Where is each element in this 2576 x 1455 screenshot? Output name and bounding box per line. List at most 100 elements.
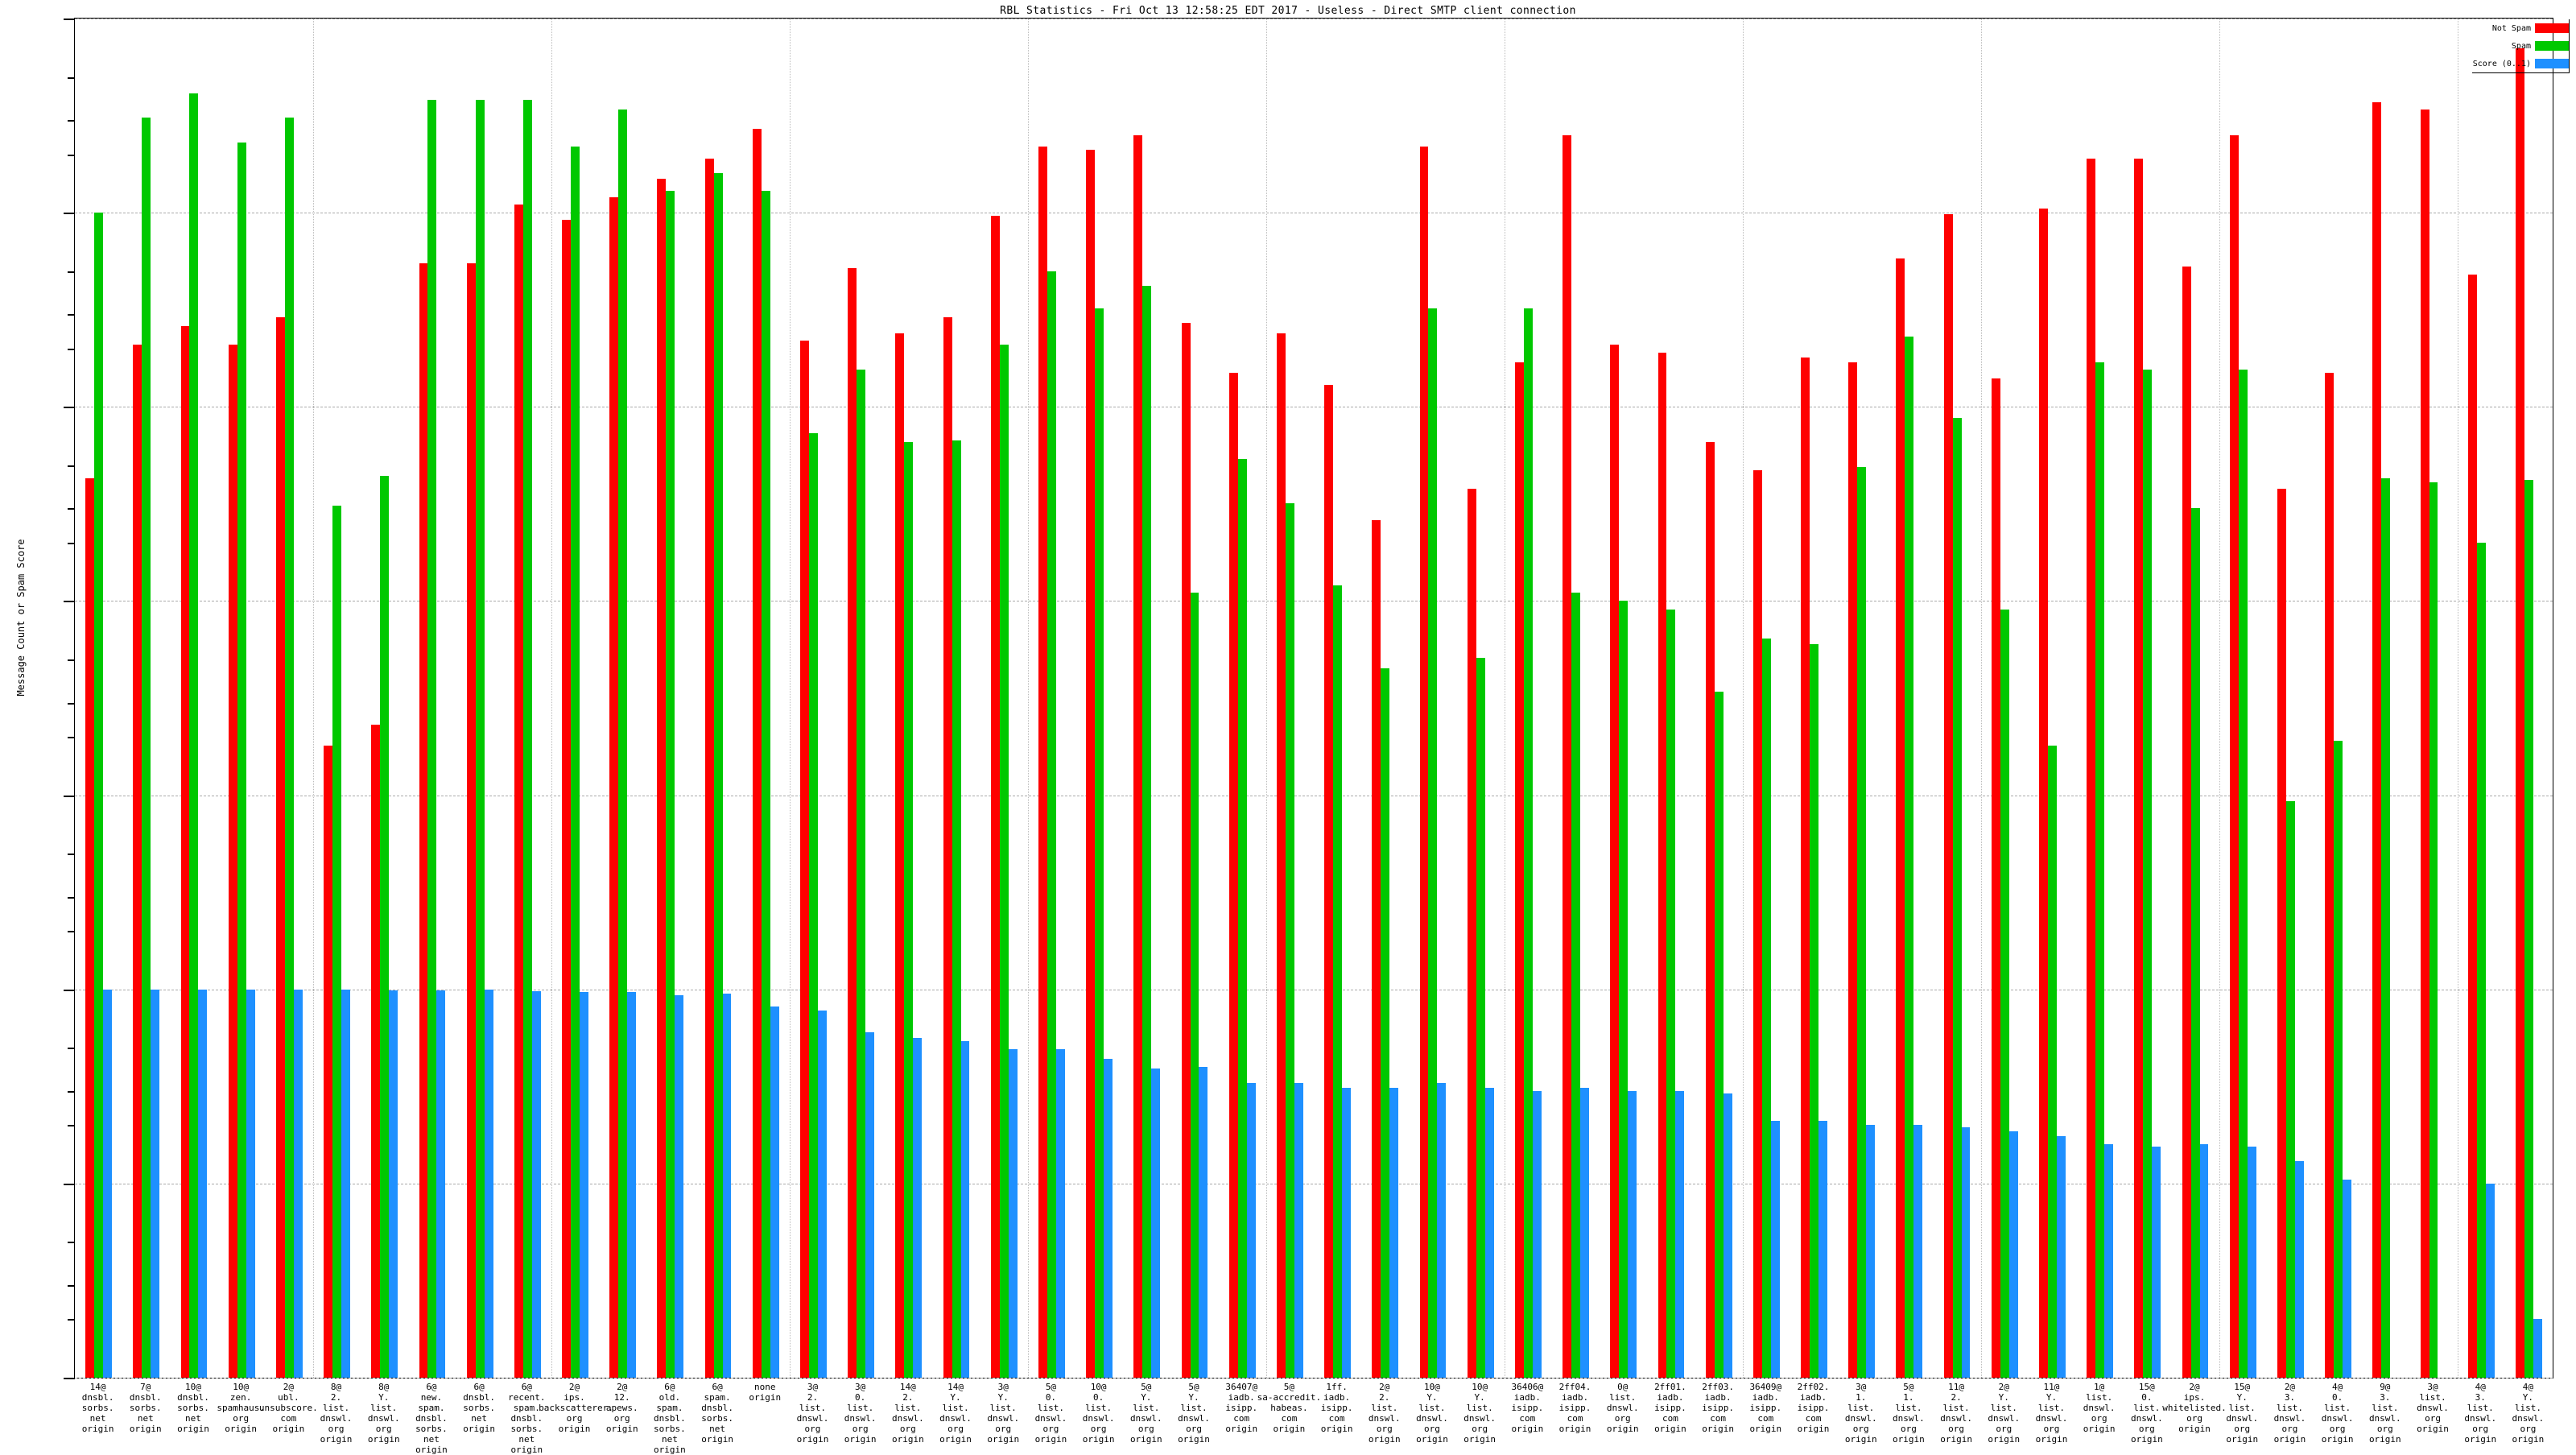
bar-score[interactable] — [675, 995, 684, 1378]
bar-score[interactable] — [1484, 1088, 1494, 1378]
bar-score[interactable] — [2056, 1136, 2066, 1378]
bar-not-spam[interactable] — [1848, 362, 1858, 1378]
bar-not-spam[interactable] — [1467, 488, 1476, 1378]
bar-not-spam[interactable] — [514, 205, 523, 1378]
bar-not-spam[interactable] — [1563, 135, 1572, 1378]
bar-score[interactable] — [2294, 1161, 2304, 1378]
bar-spam[interactable] — [1523, 308, 1533, 1378]
bar-spam[interactable] — [1857, 467, 1867, 1378]
bar-not-spam[interactable] — [2372, 102, 2382, 1378]
bar-not-spam[interactable] — [704, 158, 714, 1378]
bar-spam[interactable] — [1381, 668, 1390, 1378]
bar-score[interactable] — [2152, 1146, 2161, 1378]
bar-group[interactable] — [2229, 19, 2256, 1378]
bar-score[interactable] — [1628, 1090, 1637, 1378]
bar-score[interactable] — [1866, 1125, 1876, 1378]
bar-score[interactable] — [1294, 1082, 1303, 1378]
bar-spam[interactable] — [2143, 370, 2153, 1378]
bar-spam[interactable] — [1761, 639, 1771, 1378]
bar-spam[interactable] — [1046, 271, 1056, 1378]
bar-not-spam[interactable] — [2087, 158, 2096, 1378]
bar-spam[interactable] — [618, 109, 628, 1378]
bar-group[interactable] — [943, 19, 970, 1378]
bar-score[interactable] — [2104, 1143, 2114, 1378]
bar-group[interactable] — [848, 19, 875, 1378]
bar-not-spam[interactable] — [2467, 275, 2477, 1378]
bar-spam[interactable] — [904, 441, 914, 1378]
bar-not-spam[interactable] — [180, 326, 190, 1378]
bar-spam[interactable] — [427, 100, 437, 1378]
bar-score[interactable] — [1055, 1049, 1065, 1378]
bar-score[interactable] — [1342, 1088, 1351, 1378]
bar-not-spam[interactable] — [1705, 441, 1715, 1378]
bar-not-spam[interactable] — [848, 267, 857, 1378]
bar-score[interactable] — [2008, 1131, 2018, 1378]
bar-group[interactable] — [1801, 19, 1827, 1378]
bar-spam[interactable] — [522, 100, 532, 1378]
bar-not-spam[interactable] — [275, 316, 285, 1378]
bar-not-spam[interactable] — [1419, 146, 1429, 1378]
bar-group[interactable] — [2134, 19, 2161, 1378]
bar-not-spam[interactable] — [2134, 158, 2144, 1378]
bar-not-spam[interactable] — [800, 340, 809, 1378]
bar-spam[interactable] — [857, 370, 866, 1378]
bar-score[interactable] — [1389, 1088, 1399, 1378]
bar-score[interactable] — [2247, 1146, 2256, 1378]
bar-spam[interactable] — [189, 93, 199, 1378]
bar-not-spam[interactable] — [371, 725, 381, 1378]
bar-spam[interactable] — [2238, 370, 2248, 1378]
bar-spam[interactable] — [2429, 482, 2438, 1378]
bar-group[interactable] — [752, 19, 779, 1378]
bar-group[interactable] — [657, 19, 684, 1378]
bar-group[interactable] — [275, 19, 303, 1378]
bar-score[interactable] — [1246, 1082, 1256, 1378]
bar-group[interactable] — [2372, 19, 2399, 1378]
bar-score[interactable] — [246, 989, 255, 1378]
bar-not-spam[interactable] — [1991, 378, 2000, 1378]
bar-not-spam[interactable] — [752, 129, 762, 1378]
bar-score[interactable] — [817, 1010, 827, 1378]
bar-score[interactable] — [484, 989, 493, 1378]
bar-group[interactable] — [1276, 19, 1303, 1378]
bar-group[interactable] — [1372, 19, 1399, 1378]
bar-spam[interactable] — [1571, 593, 1580, 1378]
bar-not-spam[interactable] — [466, 262, 476, 1378]
bar-not-spam[interactable] — [943, 316, 952, 1378]
bar-not-spam[interactable] — [2277, 488, 2286, 1378]
bar-group[interactable] — [562, 19, 588, 1378]
bar-group[interactable] — [1133, 19, 1161, 1378]
bar-group[interactable] — [2420, 19, 2447, 1378]
bar-score[interactable] — [2485, 1183, 2495, 1378]
bar-not-spam[interactable] — [1943, 214, 1953, 1378]
bar-spam[interactable] — [1095, 308, 1104, 1378]
bar-not-spam[interactable] — [1752, 470, 1762, 1378]
bar-not-spam[interactable] — [657, 178, 667, 1378]
bar-group[interactable] — [2182, 19, 2209, 1378]
bar-score[interactable] — [1818, 1121, 1827, 1378]
bar-score[interactable] — [913, 1038, 923, 1378]
bar-not-spam[interactable] — [419, 262, 428, 1378]
bar-spam[interactable] — [2334, 741, 2343, 1378]
bar-group[interactable] — [609, 19, 637, 1378]
bar-score[interactable] — [151, 989, 160, 1378]
bar-spam[interactable] — [1142, 286, 1152, 1378]
bar-group[interactable] — [1086, 19, 1113, 1378]
bar-score[interactable] — [436, 990, 446, 1378]
bar-group[interactable] — [324, 19, 350, 1378]
bar-spam[interactable] — [475, 100, 485, 1378]
bar-group[interactable] — [704, 19, 732, 1378]
bar-group[interactable] — [1896, 19, 1923, 1378]
bar-group[interactable] — [1943, 19, 1971, 1378]
bar-score[interactable] — [389, 990, 398, 1378]
bar-not-spam[interactable] — [2039, 209, 2048, 1378]
bar-spam[interactable] — [2285, 801, 2295, 1378]
bar-group[interactable] — [371, 19, 398, 1378]
bar-spam[interactable] — [2095, 362, 2105, 1378]
bar-group[interactable] — [180, 19, 208, 1378]
bar-score[interactable] — [198, 989, 208, 1378]
bar-not-spam[interactable] — [1086, 150, 1096, 1378]
bar-score[interactable] — [722, 994, 732, 1378]
bar-score[interactable] — [293, 989, 303, 1378]
bar-not-spam[interactable] — [2325, 372, 2334, 1378]
bar-spam[interactable] — [237, 142, 246, 1378]
